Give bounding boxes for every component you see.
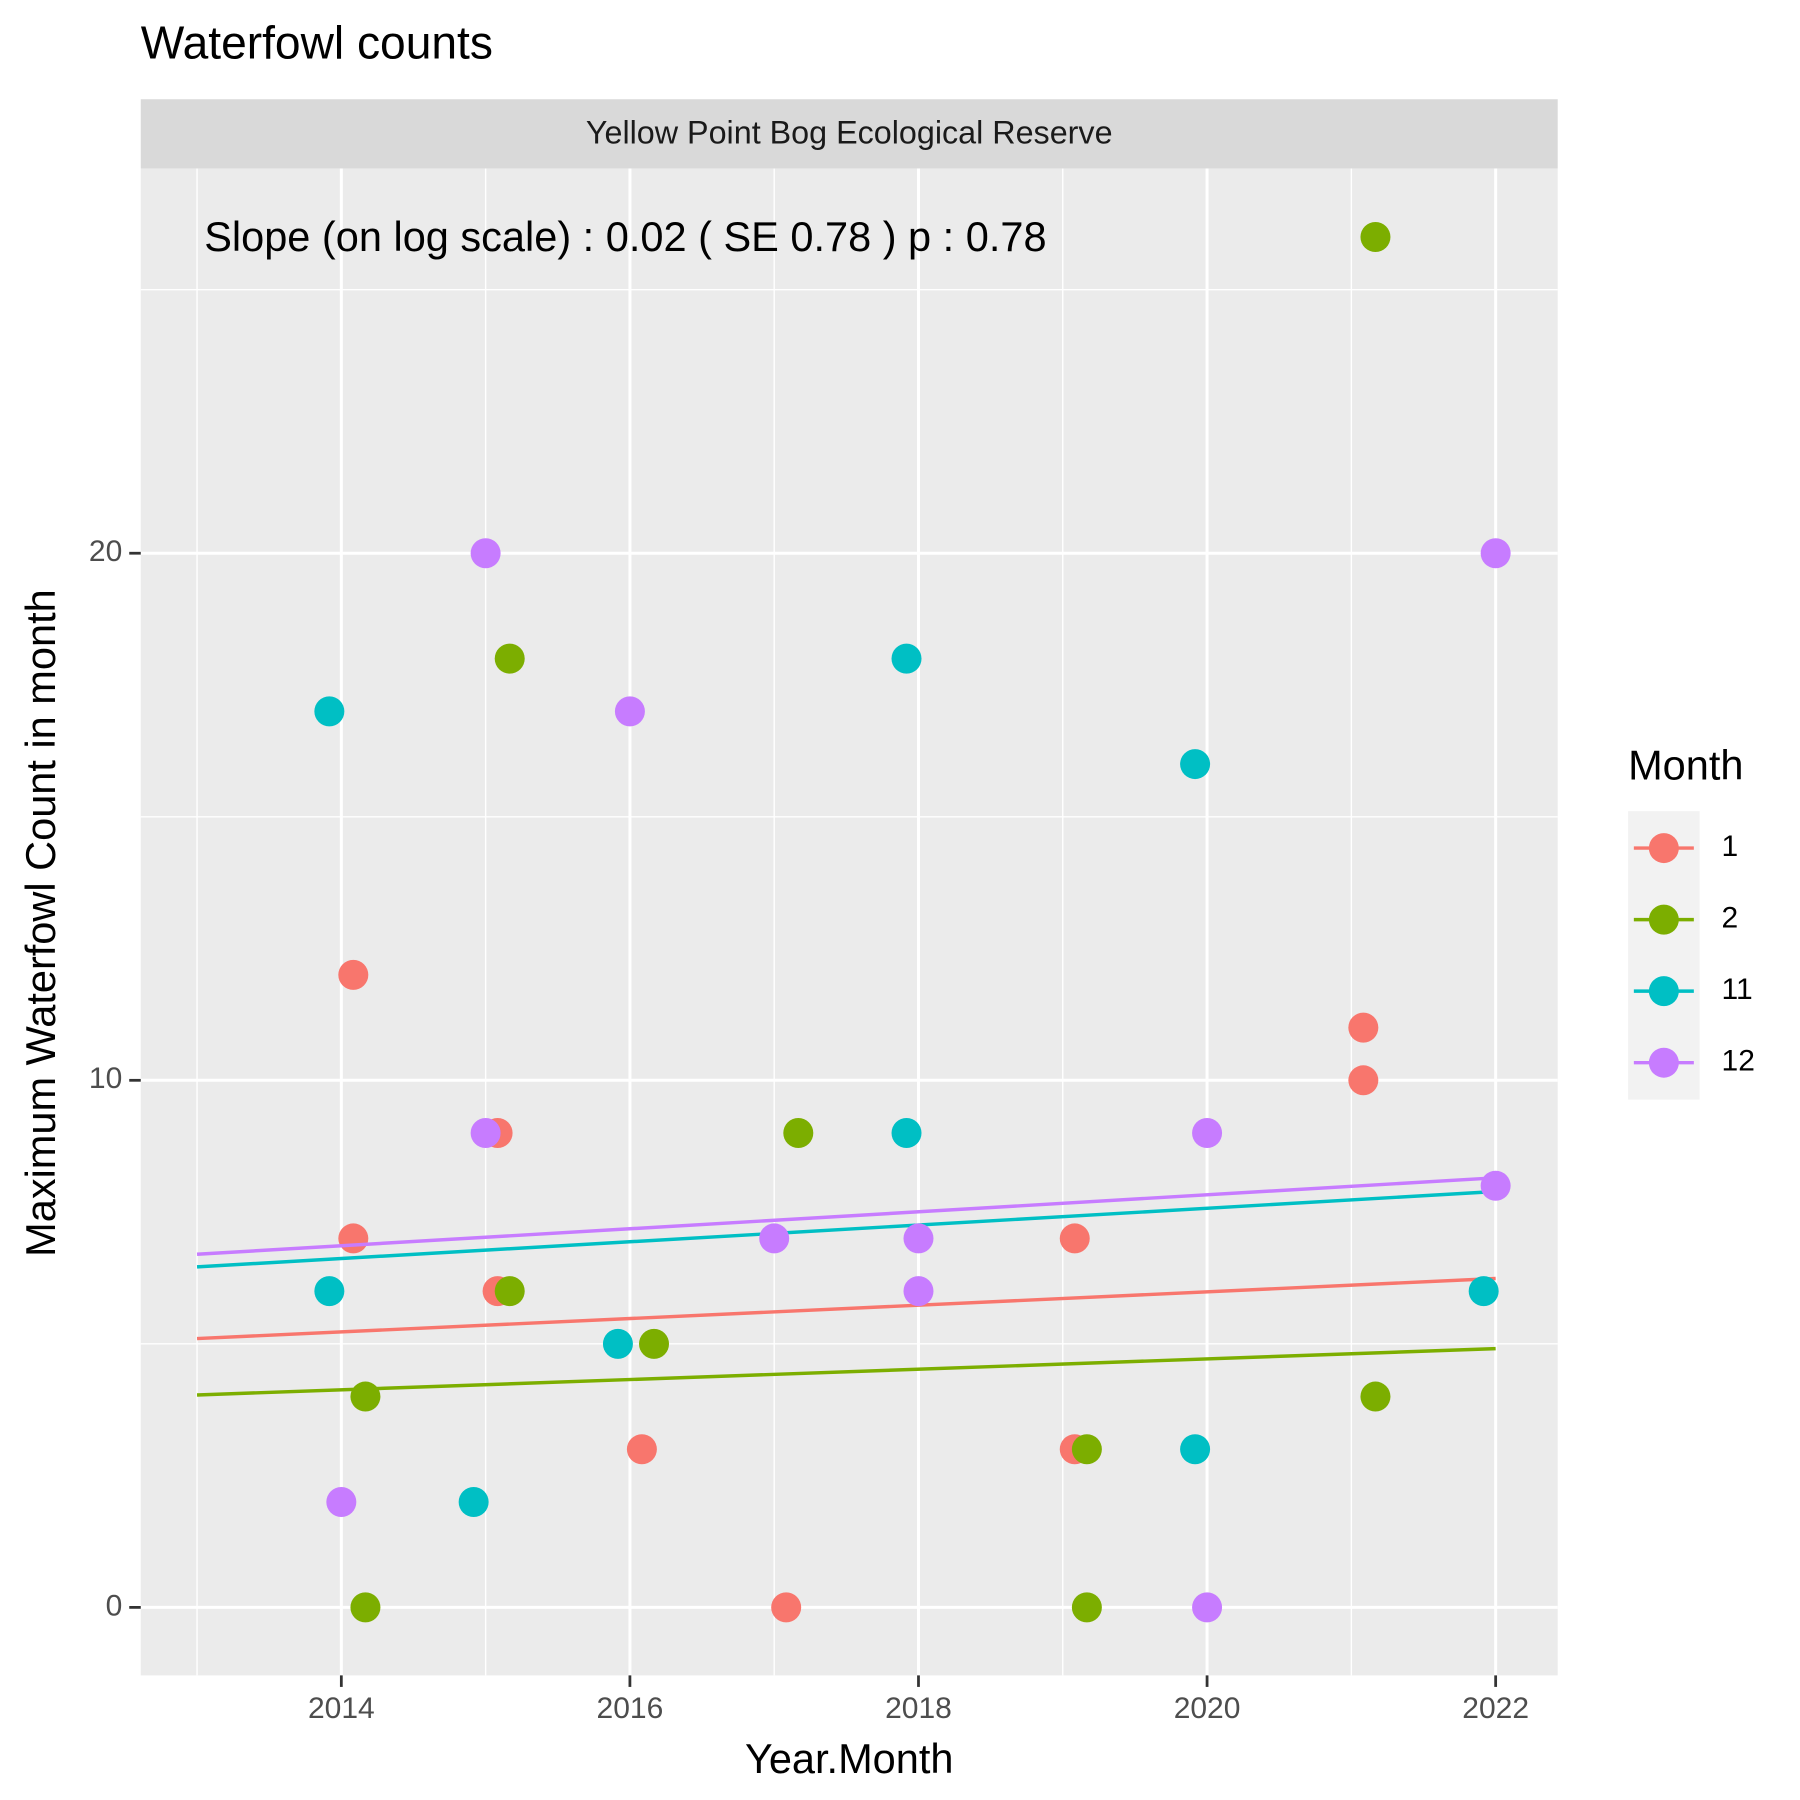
point xyxy=(470,1118,501,1149)
point xyxy=(1480,1170,1511,1201)
point xyxy=(891,643,922,674)
point xyxy=(1071,1434,1102,1465)
point xyxy=(338,1223,369,1254)
y-tick-label: 20 xyxy=(89,535,122,568)
x-tick-label: 2018 xyxy=(885,1692,952,1725)
trend-line xyxy=(196,1346,1496,1397)
trend-line xyxy=(196,1189,1496,1269)
marks xyxy=(196,221,1511,1623)
point xyxy=(326,1486,357,1517)
point xyxy=(1360,221,1391,252)
point xyxy=(1180,1434,1211,1465)
legend-key-point xyxy=(1648,1047,1679,1078)
strip-background xyxy=(140,99,1558,169)
point xyxy=(350,1381,381,1412)
x-tick-label: 2014 xyxy=(308,1692,375,1725)
point xyxy=(1192,1118,1223,1149)
point xyxy=(1192,1592,1223,1623)
y-tick-label: 0 xyxy=(106,1589,123,1622)
legend-key-point xyxy=(1648,976,1679,1007)
trend-line xyxy=(196,1176,1496,1256)
point xyxy=(639,1328,670,1359)
point xyxy=(1468,1276,1499,1307)
x-tick-label: 2022 xyxy=(1462,1692,1529,1725)
legend-title: Month xyxy=(1628,741,1743,788)
point xyxy=(891,1118,922,1149)
legend-label: 1 xyxy=(1722,830,1739,863)
point xyxy=(1360,1381,1391,1412)
point xyxy=(759,1223,790,1254)
legend-key-point xyxy=(1648,904,1679,935)
point xyxy=(1348,1065,1379,1096)
annotation: Slope (on log scale) : 0.02 ( SE 0.78 ) … xyxy=(204,213,1046,260)
legend-label: 12 xyxy=(1722,1045,1755,1078)
point xyxy=(602,1328,633,1359)
point xyxy=(1348,1012,1379,1043)
y-tick-label: 10 xyxy=(89,1062,122,1095)
point xyxy=(494,643,525,674)
point xyxy=(1059,1223,1090,1254)
point xyxy=(783,1118,814,1149)
point xyxy=(494,1276,525,1307)
y-axis-title: Maximum Waterfowl Count in month xyxy=(17,589,64,1257)
legend-label: 2 xyxy=(1722,902,1739,935)
point xyxy=(350,1592,381,1623)
point xyxy=(314,1276,345,1307)
point xyxy=(614,696,645,727)
point xyxy=(903,1223,934,1254)
point xyxy=(314,696,345,727)
point xyxy=(1480,538,1511,569)
point xyxy=(771,1592,802,1623)
point xyxy=(458,1486,489,1517)
point xyxy=(1071,1592,1102,1623)
legend-label: 11 xyxy=(1722,973,1753,1006)
point xyxy=(470,538,501,569)
x-tick-label: 2020 xyxy=(1174,1692,1241,1725)
chart-title: Waterfowl counts xyxy=(141,16,493,68)
point xyxy=(1180,749,1211,780)
legend-key-point xyxy=(1648,833,1679,864)
x-axis-title: Year.Month xyxy=(745,1735,954,1782)
trend-line xyxy=(196,1276,1496,1341)
point xyxy=(338,959,369,990)
panel xyxy=(140,168,1558,1676)
point xyxy=(903,1276,934,1307)
point xyxy=(626,1434,657,1465)
strip-label: Yellow Point Bog Ecological Reserve xyxy=(586,115,1113,151)
x-tick-label: 2016 xyxy=(597,1692,664,1725)
